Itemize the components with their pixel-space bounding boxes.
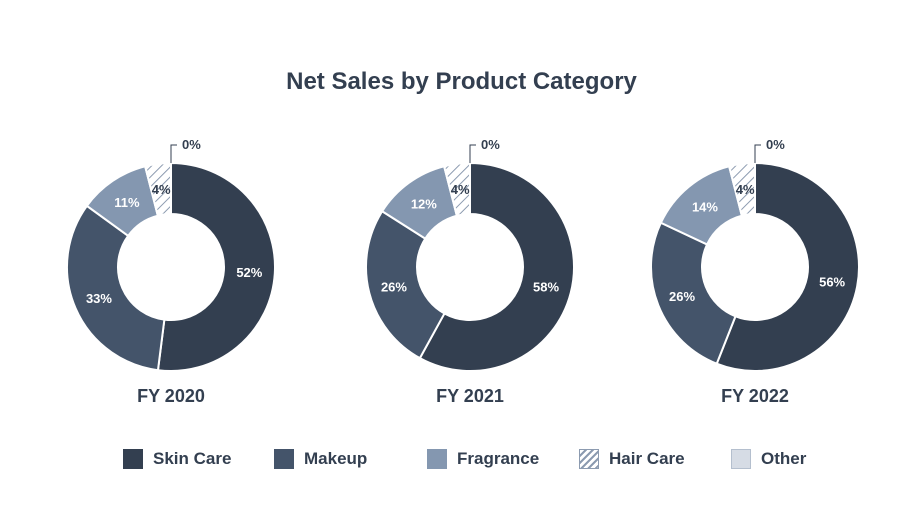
legend-item-other: Other <box>731 446 806 472</box>
data-label-other: 0% <box>766 137 785 152</box>
slice-skin-care <box>418 161 575 372</box>
data-label-makeup: 26% <box>669 289 695 304</box>
data-label-skin-care: 56% <box>819 275 845 290</box>
legend-swatch-fragrance <box>427 449 447 469</box>
legend-label-other: Other <box>761 449 807 468</box>
donut-label-fy-2020: FY 2020 <box>137 386 205 406</box>
legend-swatch-other <box>731 449 751 469</box>
slice-skin-care <box>156 161 276 372</box>
data-label-fragrance: 11% <box>114 195 140 210</box>
legend: Skin Care Makeup Fragrance Hair Care Oth… <box>0 446 923 476</box>
data-label-other: 0% <box>481 137 500 152</box>
legend-swatch-makeup <box>274 449 294 469</box>
donut-fy-2020: 52% 33% 11% 4% 0% FY 2020 <box>66 137 276 406</box>
slice-makeup <box>365 209 446 360</box>
legend-item-makeup: Makeup <box>274 446 367 472</box>
legend-label-hair-care: Hair Care <box>609 449 685 468</box>
slice-makeup <box>66 204 166 372</box>
legend-swatch-hair-care <box>579 449 599 469</box>
legend-item-fragrance: Fragrance <box>427 446 539 472</box>
donut-fy-2021: 58% 26% 12% 4% 0% FY 2021 <box>365 137 575 406</box>
data-label-fragrance: 12% <box>411 196 437 211</box>
donut-label-fy-2021: FY 2021 <box>436 386 504 406</box>
legend-label-fragrance: Fragrance <box>457 449 540 468</box>
data-label-makeup: 26% <box>381 280 407 295</box>
legend-item-hair-care: Hair Care <box>579 446 685 472</box>
legend-label-skin-care: Skin Care <box>153 449 232 468</box>
leader-line-other <box>469 144 476 163</box>
data-label-hair-care: 4% <box>152 182 171 197</box>
data-label-other: 0% <box>182 137 201 152</box>
data-label-skin-care: 52% <box>236 265 262 280</box>
slice-hair-care <box>727 161 756 217</box>
data-label-hair-care: 4% <box>736 182 755 197</box>
data-label-hair-care: 4% <box>451 182 470 197</box>
data-label-fragrance: 14% <box>692 200 718 215</box>
data-label-makeup: 33% <box>86 291 112 306</box>
legend-swatch-skin-care <box>123 449 143 469</box>
legend-item-skin-care: Skin Care <box>123 446 231 472</box>
slice-skin-care <box>715 161 860 372</box>
leader-line-other <box>170 144 177 163</box>
leader-line-other <box>754 144 761 163</box>
donut-fy-2022: 56% 26% 14% 4% 0% FY 2022 <box>650 137 860 406</box>
data-label-skin-care: 58% <box>533 280 559 295</box>
legend-label-makeup: Makeup <box>304 449 368 468</box>
chart-title: Net Sales by Product Category <box>286 68 637 95</box>
donut-label-fy-2022: FY 2022 <box>721 386 789 406</box>
slice-makeup <box>650 221 737 365</box>
slice-hair-care <box>442 161 471 217</box>
slice-hair-care <box>143 161 172 217</box>
